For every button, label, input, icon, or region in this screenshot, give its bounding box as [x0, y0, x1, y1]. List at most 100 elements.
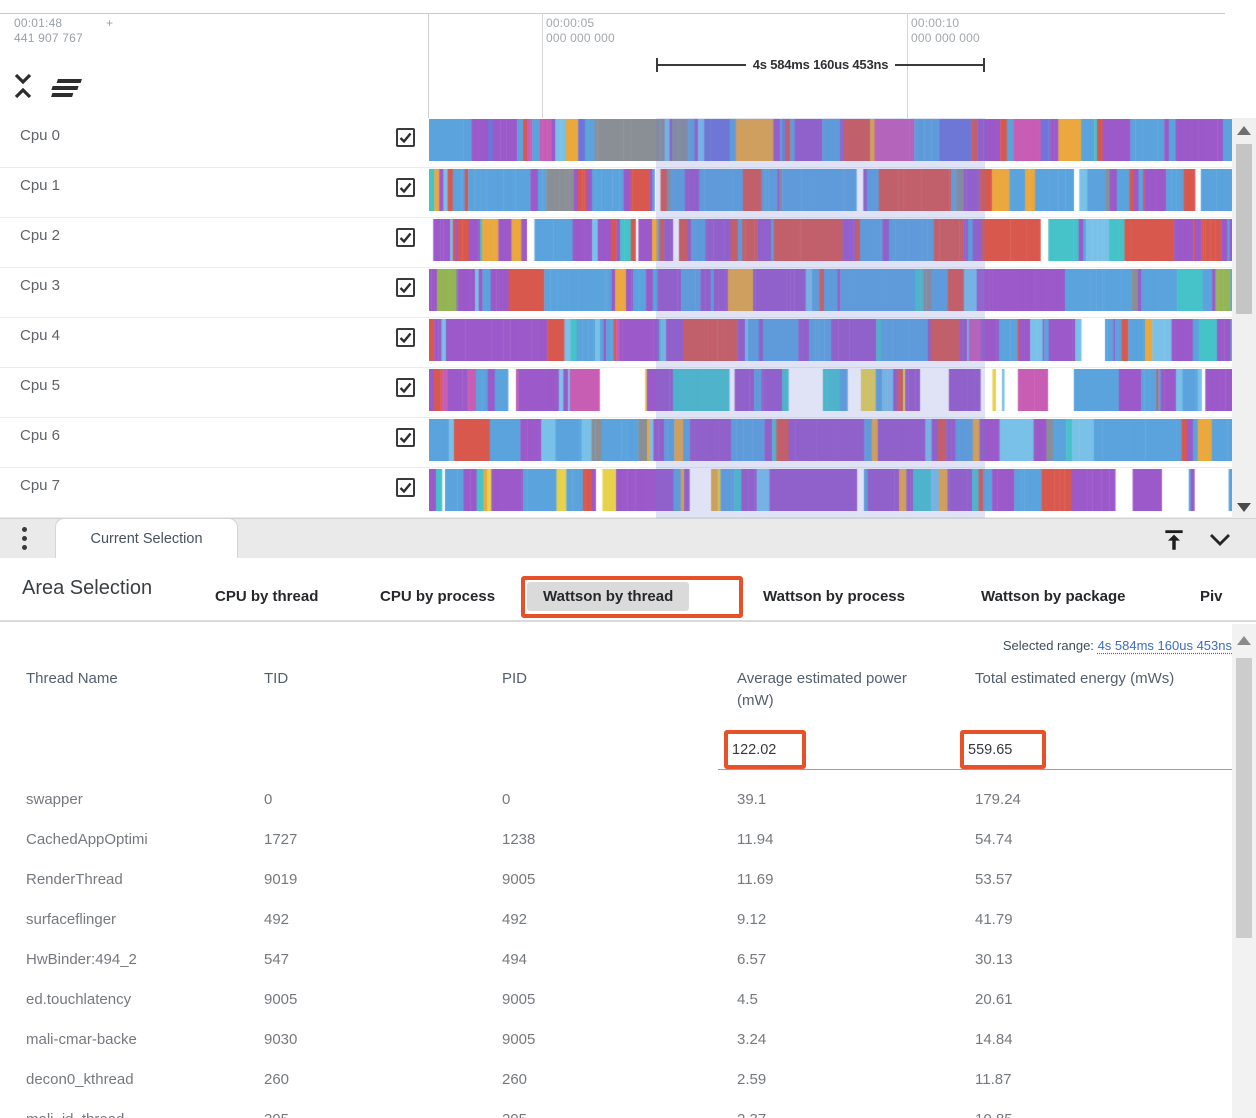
table-cell: 11.94 — [737, 831, 774, 848]
details-scrollbar-thumb[interactable] — [1236, 658, 1252, 938]
table-row[interactable]: RenderThread 9019 9005 11.69 53.57 — [0, 860, 1232, 900]
table-cell: 41.79 — [975, 911, 1013, 928]
tracks-scrollbar-thumb[interactable] — [1236, 144, 1252, 314]
table-cell: 9005 — [264, 991, 298, 1008]
cpu-sched-track-canvas[interactable] — [429, 319, 1232, 361]
details-title: Area Selection — [22, 577, 153, 599]
table-cell: 9.12 — [737, 911, 767, 928]
table-cell: swapper — [26, 791, 83, 808]
table-cell: 9019 — [264, 871, 298, 888]
table-cell: 2.37 — [737, 1100, 766, 1118]
table-row[interactable]: ed.touchlatency 9005 9005 4.5 20.61 — [0, 980, 1232, 1020]
track-checkbox-checked-icon[interactable] — [396, 278, 415, 297]
track-checkbox-checked-icon[interactable] — [396, 228, 415, 247]
cpu-sched-track-canvas[interactable] — [429, 419, 1232, 461]
track-menu-icon[interactable] — [49, 79, 85, 97]
totals-underline — [718, 769, 1232, 770]
cpu-sched-track-canvas[interactable] — [429, 469, 1232, 511]
table-row[interactable]: CachedAppOptimi 1727 1238 11.94 54.74 — [0, 820, 1232, 860]
total-energy: 559.65 — [968, 742, 1013, 758]
track-row-cpu-2: Cpu 2 — [0, 218, 1232, 268]
table-row[interactable]: decon0_kthread 260 260 2.59 11.87 — [0, 1060, 1232, 1100]
timeline-tick-label: 00:00:05 000 000 000 — [546, 16, 615, 45]
track-checkbox-checked-icon[interactable] — [396, 478, 415, 497]
track-checkbox-checked-icon[interactable] — [396, 178, 415, 197]
cpu-sched-track-canvas[interactable] — [429, 369, 1232, 411]
table-row[interactable]: surfaceflinger 492 492 9.12 41.79 — [0, 900, 1232, 940]
table-cell: CachedAppOptimi — [26, 831, 148, 848]
table-cell: 11.87 — [975, 1071, 1012, 1088]
table-cell: 4.5 — [737, 991, 758, 1008]
table-row[interactable]: mali_jd_thread 295 295 2.37 10.85 — [0, 1100, 1232, 1118]
details-tab-piv[interactable]: Piv — [1200, 588, 1223, 605]
column-header[interactable]: Thread Name — [26, 670, 118, 687]
table-cell: 2.59 — [737, 1071, 767, 1088]
scroll-down-icon[interactable] — [1237, 503, 1251, 512]
scroll-up-icon[interactable] — [1237, 636, 1251, 645]
table-cell: mali_jd_thread — [26, 1100, 124, 1118]
table-cell: 53.57 — [975, 871, 1013, 888]
table-cell: 295 — [502, 1100, 527, 1118]
table-cell: mali-cmar-backe — [26, 1031, 137, 1048]
table-cell: 20.61 — [975, 991, 1013, 1008]
table-cell: 9005 — [502, 871, 536, 888]
table-row[interactable]: swapper 0 0 39.1 179.24 — [0, 780, 1232, 820]
table-cell: ed.touchlatency — [26, 991, 132, 1008]
table-row[interactable]: HwBinder:494_2 547 494 6.57 30.13 — [0, 940, 1232, 980]
table-cell: 260 — [264, 1071, 290, 1088]
track-label[interactable]: Cpu 2 — [20, 227, 61, 244]
column-header[interactable]: Average estimated power (mW) — [737, 670, 907, 709]
column-header[interactable]: TID — [264, 670, 289, 687]
cpu-sched-track-canvas[interactable] — [429, 219, 1232, 261]
track-checkbox-checked-icon[interactable] — [396, 328, 415, 347]
track-checkbox-checked-icon[interactable] — [396, 428, 415, 447]
column-header[interactable]: PID — [502, 670, 528, 687]
table-cell: 9005 — [502, 1031, 536, 1048]
kebab-menu-icon[interactable] — [22, 527, 27, 554]
track-row-cpu-5: Cpu 5 — [0, 368, 1232, 418]
track-checkbox-checked-icon[interactable] — [396, 378, 415, 397]
details-scrollbar[interactable] — [1232, 624, 1256, 1118]
track-label[interactable]: Cpu 7 — [20, 477, 61, 494]
details-tab-cpu-by-thread[interactable]: CPU by thread — [215, 588, 319, 605]
track-label[interactable]: Cpu 3 — [20, 277, 61, 294]
table-cell: 30.13 — [975, 951, 1013, 968]
track-label[interactable]: Cpu 5 — [20, 377, 61, 394]
track-checkbox-checked-icon[interactable] — [396, 128, 415, 147]
chevron-down-icon[interactable] — [1207, 531, 1233, 549]
track-label[interactable]: Cpu 4 — [20, 327, 61, 344]
table-cell: 1238 — [502, 831, 536, 848]
unfold-less-icon[interactable] — [12, 72, 34, 100]
selected-range-link[interactable]: 4s 584ms 160us 453ns — [1097, 638, 1232, 653]
cpu-sched-track-canvas[interactable] — [429, 269, 1232, 311]
trace-origin-time: 00:01:48 — [14, 16, 63, 30]
column-header[interactable]: Total estimated energy (mWs) — [975, 670, 1175, 687]
track-label[interactable]: Cpu 6 — [20, 427, 61, 444]
track-row-cpu-3: Cpu 3 — [0, 268, 1232, 318]
selection-duration-bracket: 4s 584ms 160us 453ns — [656, 57, 985, 72]
scroll-up-icon[interactable] — [1237, 126, 1251, 135]
table-cell: 9005 — [502, 991, 536, 1008]
tab-current-selection[interactable]: Current Selection — [55, 518, 238, 559]
track-row-cpu-4: Cpu 4 — [0, 318, 1232, 368]
table-row[interactable]: mali-cmar-backe 9030 9005 3.24 14.84 — [0, 1020, 1232, 1060]
table-cell: 492 — [264, 911, 290, 928]
timeline-top-divider — [0, 13, 1225, 14]
cpu-sched-track-canvas[interactable] — [429, 119, 1232, 161]
trace-origin-fraction: 441 907 767 — [14, 31, 83, 45]
table-cell: 494 — [502, 951, 528, 968]
cpu-sched-track-canvas[interactable] — [429, 169, 1232, 211]
details-tab-wattson-by-process[interactable]: Wattson by process — [763, 588, 905, 605]
track-label[interactable]: Cpu 1 — [20, 177, 61, 194]
table-cell: 10.85 — [975, 1100, 1013, 1118]
table-cell: 54.74 — [975, 831, 1013, 848]
details-tab-wattson-by-package[interactable]: Wattson by package — [981, 588, 1126, 605]
vertical-align-top-icon[interactable] — [1161, 527, 1187, 553]
details-tab-cpu-by-process[interactable]: CPU by process — [380, 588, 496, 605]
details-tab-wattson-by-thread[interactable]: Wattson by thread — [527, 582, 690, 611]
selection-duration-label: 4s 584ms 160us 453ns — [752, 57, 889, 72]
table-cell: 0 — [264, 791, 273, 808]
tracks-scrollbar[interactable] — [1232, 118, 1256, 518]
track-label[interactable]: Cpu 0 — [20, 127, 61, 144]
